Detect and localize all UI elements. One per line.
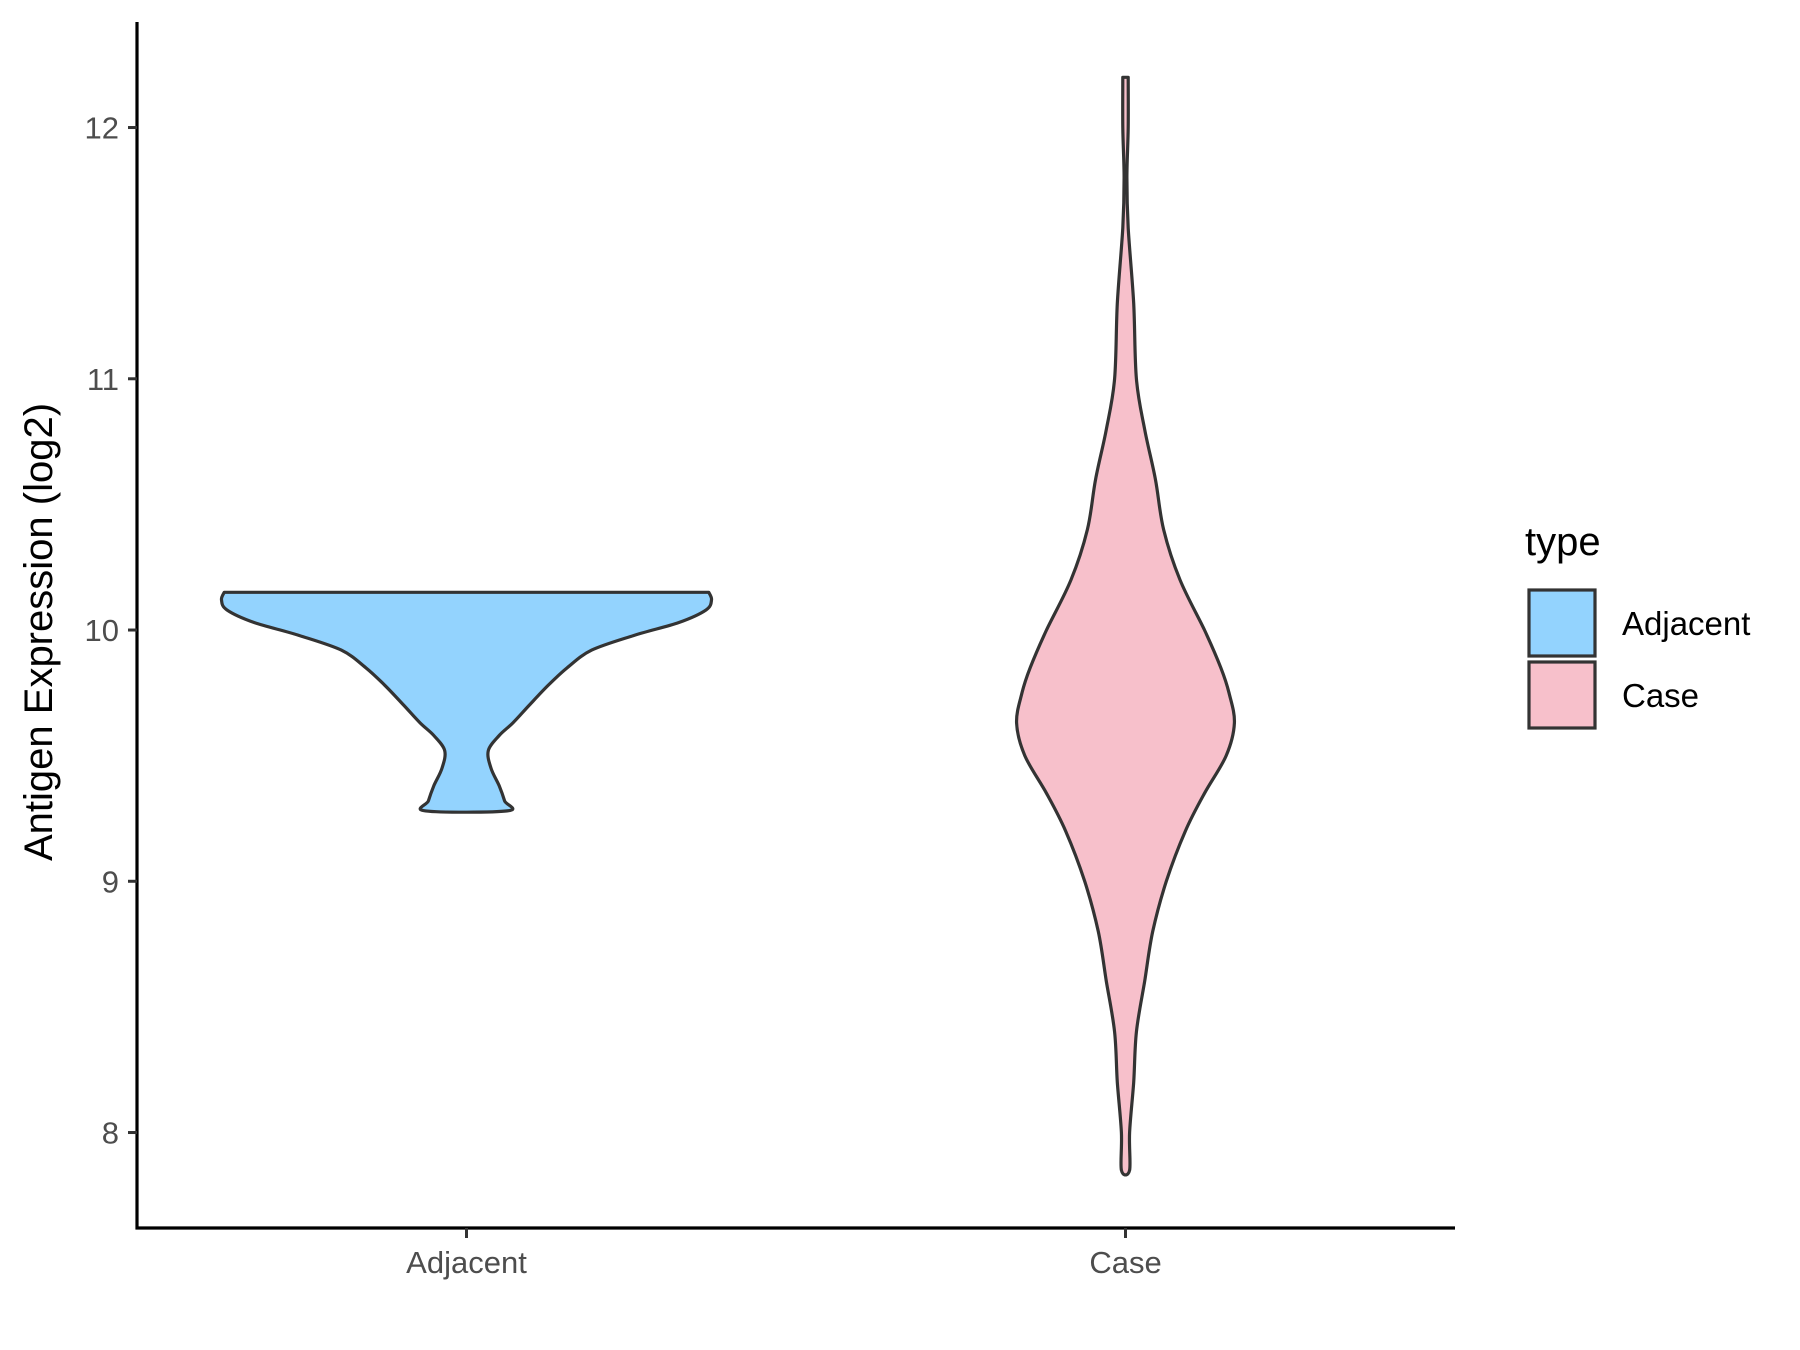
- x-tick-label: Case: [1089, 1245, 1161, 1280]
- y-tick-label: 12: [85, 111, 119, 146]
- legend-label-case: Case: [1622, 677, 1699, 714]
- legend-entries: Adjacent Case: [1527, 588, 1750, 730]
- violins-layer: [219, 75, 1237, 1177]
- y-tick-label: 11: [87, 362, 119, 397]
- x-axis: Adjacent Case: [135, 1226, 1455, 1280]
- y-tick-label: 9: [102, 864, 119, 899]
- y-axis: 8 9 10 11 12: [85, 22, 139, 1230]
- legend: type Adjacent Case: [1525, 520, 1750, 730]
- x-tick-label: Adjacent: [406, 1245, 527, 1280]
- legend-key-case: [1527, 660, 1597, 730]
- y-tick-label: 8: [102, 1116, 119, 1151]
- y-axis-title: Antigen Expression (log2): [17, 403, 61, 861]
- legend-label-adjacent: Adjacent: [1622, 605, 1750, 642]
- legend-title: type: [1525, 520, 1601, 564]
- legend-key-adjacent: [1527, 588, 1597, 658]
- violin-case: [1014, 75, 1237, 1177]
- violin-adjacent: [219, 590, 714, 814]
- y-tick-label: 10: [85, 613, 119, 648]
